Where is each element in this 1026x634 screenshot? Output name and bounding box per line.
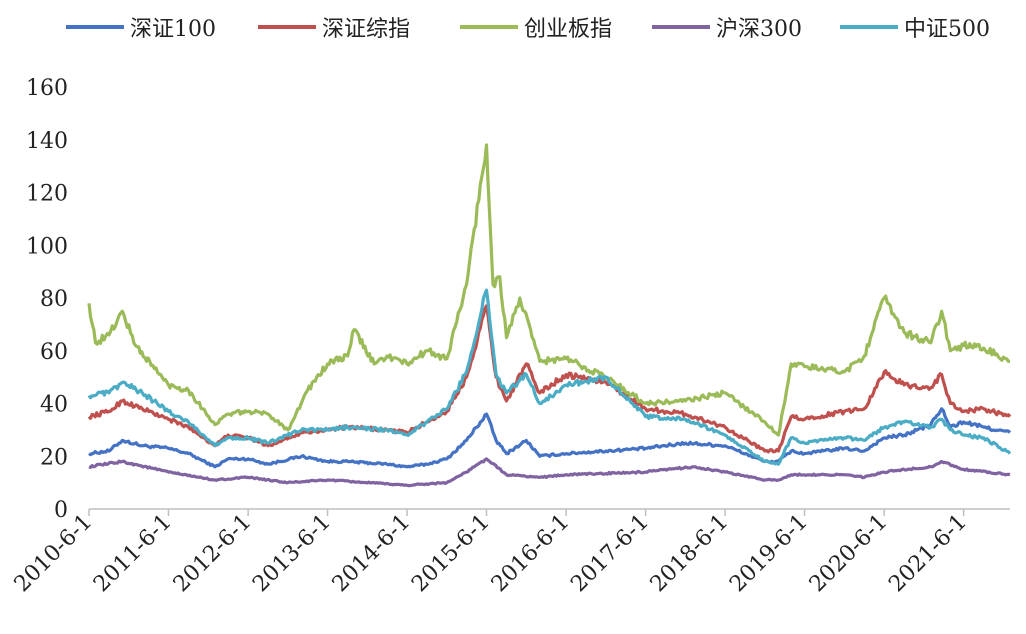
x-tick-label: 2012-6-1: [169, 510, 257, 598]
y-tick-label: 40: [40, 393, 68, 418]
legend-item: 沪深300: [652, 12, 802, 42]
legend-label: 中证500: [904, 17, 990, 42]
x-tick-label: 2018-6-1: [646, 510, 734, 598]
legend-label: 深证综指: [322, 17, 411, 42]
legend-swatch: [258, 25, 316, 29]
x-tick-label: 2014-6-1: [328, 510, 416, 598]
x-tick-label: 2016-6-1: [487, 510, 575, 598]
x-tick-label: 2021-6-1: [884, 510, 972, 598]
series-line: [88, 407, 1012, 469]
x-tick-label: 2013-6-1: [248, 510, 336, 598]
y-tick-label: 0: [54, 498, 68, 523]
legend-label: 创业板指: [524, 17, 613, 42]
series-line: [87, 288, 1012, 466]
legend-item: 中证500: [840, 12, 990, 42]
y-tick-label: 100: [26, 234, 68, 259]
legend-item: 深证100: [66, 12, 216, 42]
y-tick-label: 160: [26, 76, 68, 101]
x-tick-label: 2020-6-1: [805, 510, 893, 598]
legend-item: 创业板指: [460, 12, 612, 42]
y-tick-label: 140: [26, 129, 68, 154]
legend-label: 深证100: [130, 17, 216, 42]
y-tick-label: 120: [26, 182, 68, 207]
x-tick-label: 2017-6-1: [566, 510, 654, 598]
legend-label: 沪深300: [716, 17, 802, 42]
legend-swatch: [840, 25, 898, 29]
legend-item: 深证综指: [258, 12, 410, 42]
x-tick-label: 2019-6-1: [725, 510, 813, 598]
series-line: [88, 457, 1011, 488]
x-tick-label: 2015-6-1: [407, 510, 495, 598]
legend-swatch: [460, 25, 518, 29]
legend-swatch: [66, 25, 124, 29]
series-line: [87, 304, 1012, 454]
y-tick-label: 60: [40, 340, 68, 365]
x-tick-label: 2011-6-1: [89, 510, 177, 598]
series-line: [87, 143, 1011, 437]
y-tick-label: 80: [40, 287, 68, 312]
legend-swatch: [652, 25, 710, 29]
y-tick-label: 20: [40, 445, 68, 470]
